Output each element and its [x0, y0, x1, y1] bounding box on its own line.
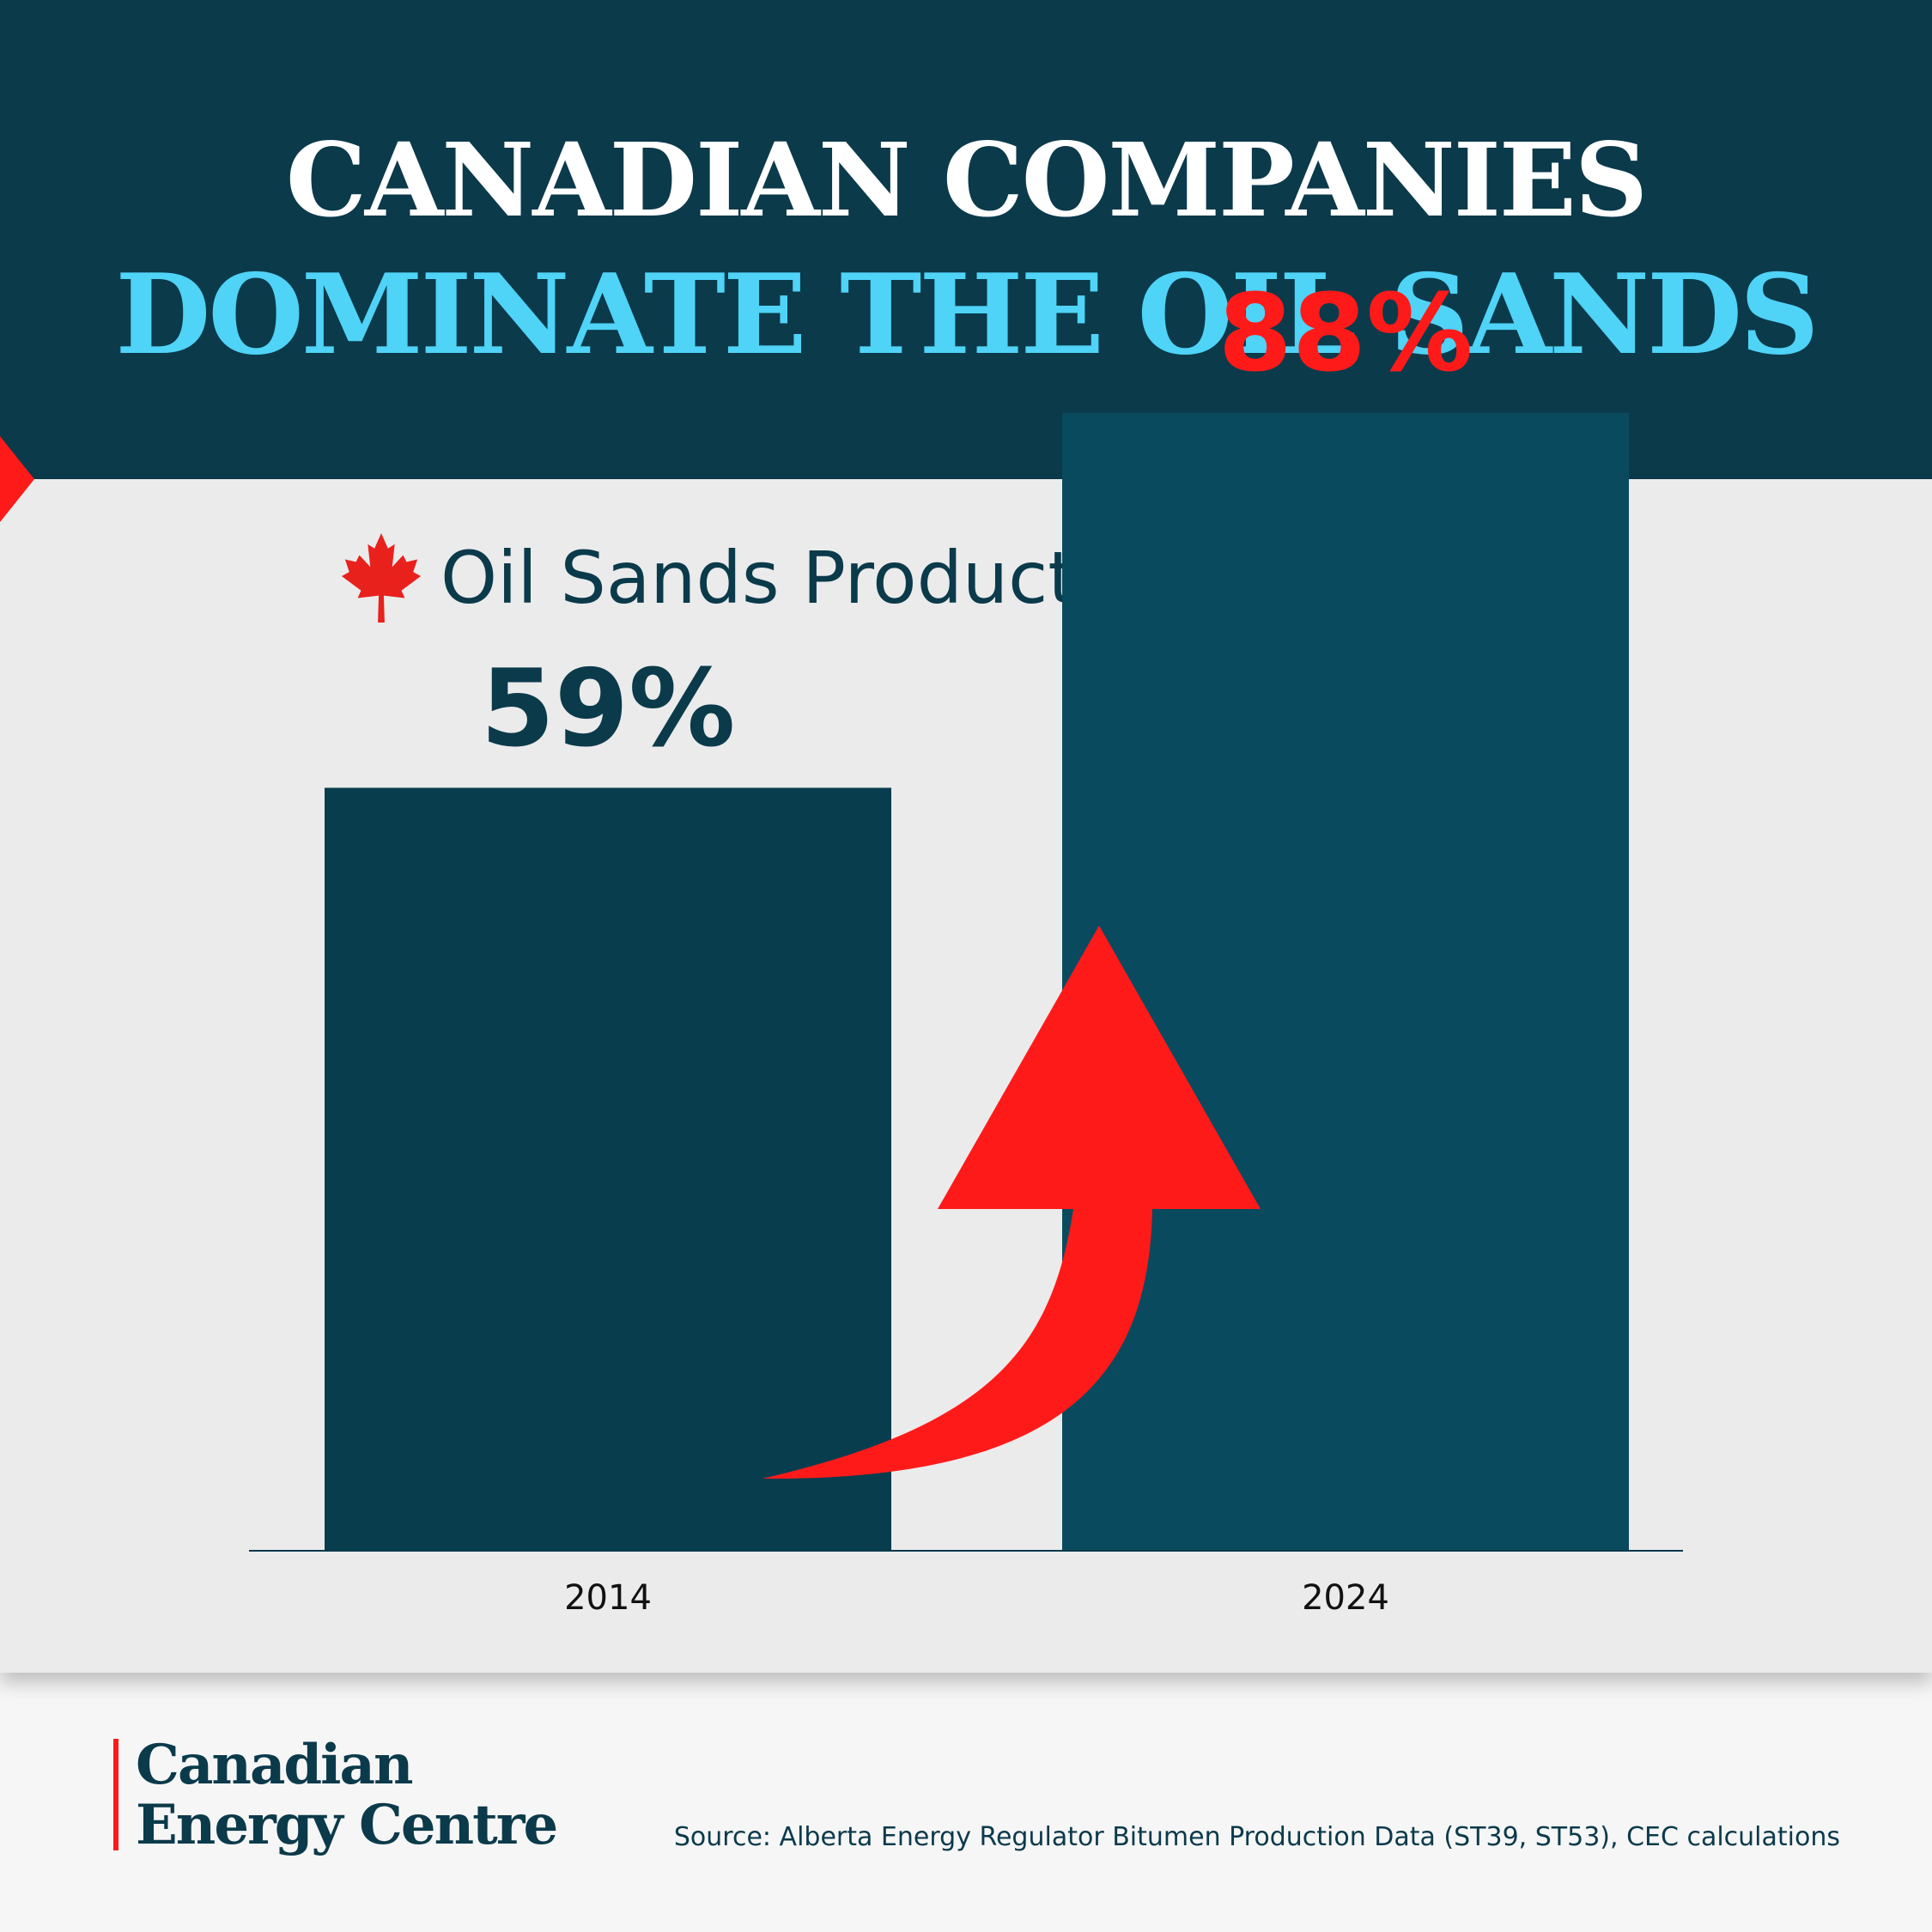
- value-label-2024: 88%: [1218, 272, 1473, 396]
- logo-line-2: Energy Centre: [136, 1793, 558, 1857]
- bar-2024: [1062, 412, 1629, 1552]
- maple-leaf-icon: [341, 533, 422, 623]
- headline-line-2: DOMINATE THE OIL SANDS: [115, 251, 1819, 380]
- growth-arrow: [762, 926, 1261, 1479]
- x-tick-label-2014: 2014: [564, 1578, 652, 1618]
- logo-line-1: Canadian: [136, 1733, 413, 1797]
- source-note: Source: Alberta Energy Regulator Bitumen…: [673, 1822, 1840, 1852]
- x-tick-label-2024: 2024: [1302, 1578, 1389, 1618]
- corner-accent: [0, 436, 34, 522]
- value-label-2014: 59%: [481, 647, 736, 770]
- header-banner: CANADIAN COMPANIES DOMINATE THE OIL SAND…: [0, 0, 1932, 479]
- bar-2014: [325, 787, 891, 1551]
- headline-line-1: CANADIAN COMPANIES: [285, 120, 1648, 240]
- logo-accent-bar: [113, 1739, 118, 1850]
